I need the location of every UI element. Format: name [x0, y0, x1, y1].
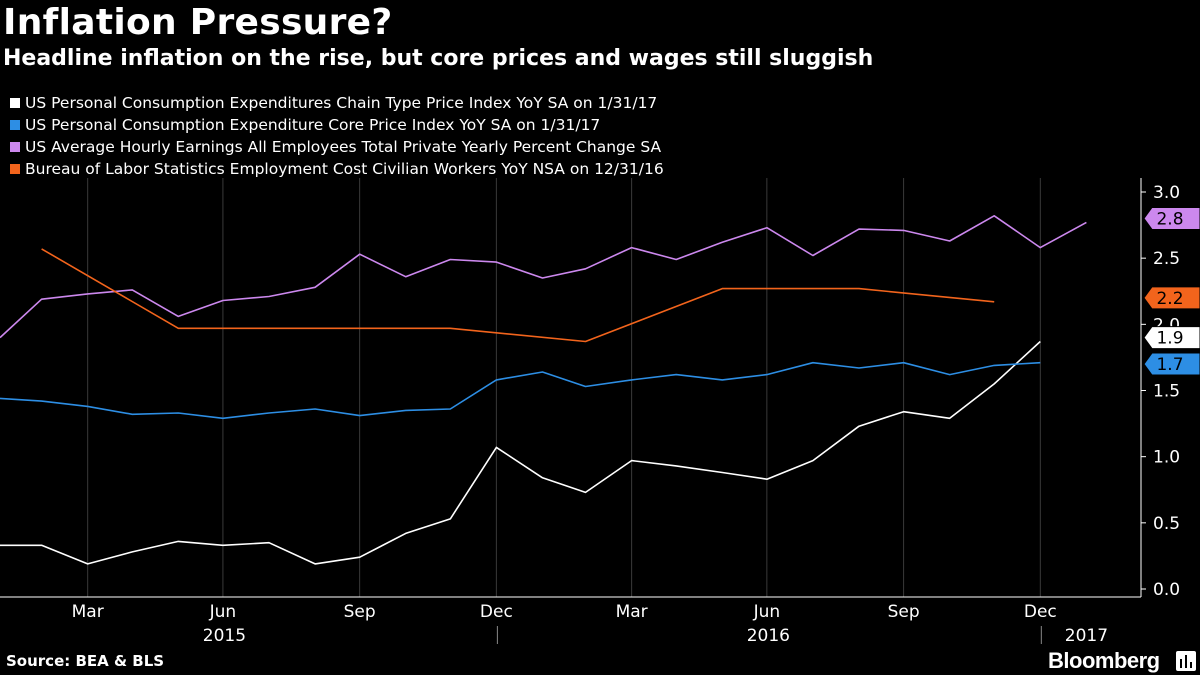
chart-subtitle: Headline inflation on the rise, but core… [3, 46, 874, 71]
legend-swatch [10, 164, 20, 174]
last-value-tag [1143, 286, 1200, 310]
bar-chart-icon [1176, 651, 1196, 671]
series-line [41, 248, 995, 343]
year-label: 2016 [747, 626, 790, 646]
brand-logo: Bloomberg [1048, 648, 1160, 673]
legend-label: US Personal Consumption Expenditure Core… [25, 116, 601, 134]
legend-item: US Personal Consumption Expenditure Core… [10, 114, 664, 136]
x-tick-label: Dec [480, 602, 513, 622]
x-tick-label: Jun [209, 602, 237, 622]
last-value-label: 2.2 [1156, 289, 1183, 309]
y-tick-label: 0.0 [1153, 580, 1180, 600]
source-note: Source: BEA & BLS [6, 652, 165, 670]
series-line [0, 215, 1087, 339]
x-tick-label: Sep [888, 602, 920, 622]
x-tick-label: Mar [616, 602, 648, 622]
year-label: 2017 [1065, 626, 1108, 646]
legend-item: US Average Hourly Earnings All Employees… [10, 136, 664, 158]
x-tick-label: Mar [72, 602, 104, 622]
last-value-label: 1.9 [1156, 329, 1183, 349]
last-value-tag [1143, 326, 1200, 350]
x-tick-label: Sep [344, 602, 376, 622]
last-value-tag [1143, 352, 1200, 376]
last-value-label: 1.7 [1156, 355, 1183, 375]
y-tick-label: 3.0 [1153, 183, 1180, 203]
x-tick-label: Jun [753, 602, 781, 622]
last-value-label: 2.8 [1156, 209, 1183, 229]
x-tick-label: Dec [1024, 602, 1057, 622]
y-tick-label: 1.0 [1153, 448, 1180, 468]
legend-item: Bureau of Labor Statistics Employment Co… [10, 158, 664, 180]
y-tick-label: 1.5 [1153, 382, 1180, 402]
legend-swatch [10, 142, 20, 152]
y-tick-label: 2.5 [1153, 249, 1180, 269]
series-line [0, 340, 1041, 565]
year-label: 2015 [203, 626, 246, 646]
legend-label: US Average Hourly Earnings All Employees… [25, 138, 662, 156]
chart-title: Inflation Pressure? [3, 2, 393, 43]
y-tick-label: 0.5 [1153, 514, 1180, 534]
legend-swatch [10, 120, 20, 130]
legend-item: US Personal Consumption Expenditures Cha… [10, 92, 664, 114]
series-line [0, 361, 1041, 420]
last-value-tag [1143, 206, 1200, 230]
legend-label: US Personal Consumption Expenditures Cha… [25, 94, 658, 112]
legend: US Personal Consumption Expenditures Cha… [10, 92, 664, 180]
legend-swatch [10, 98, 20, 108]
legend-label: Bureau of Labor Statistics Employment Co… [25, 160, 664, 178]
